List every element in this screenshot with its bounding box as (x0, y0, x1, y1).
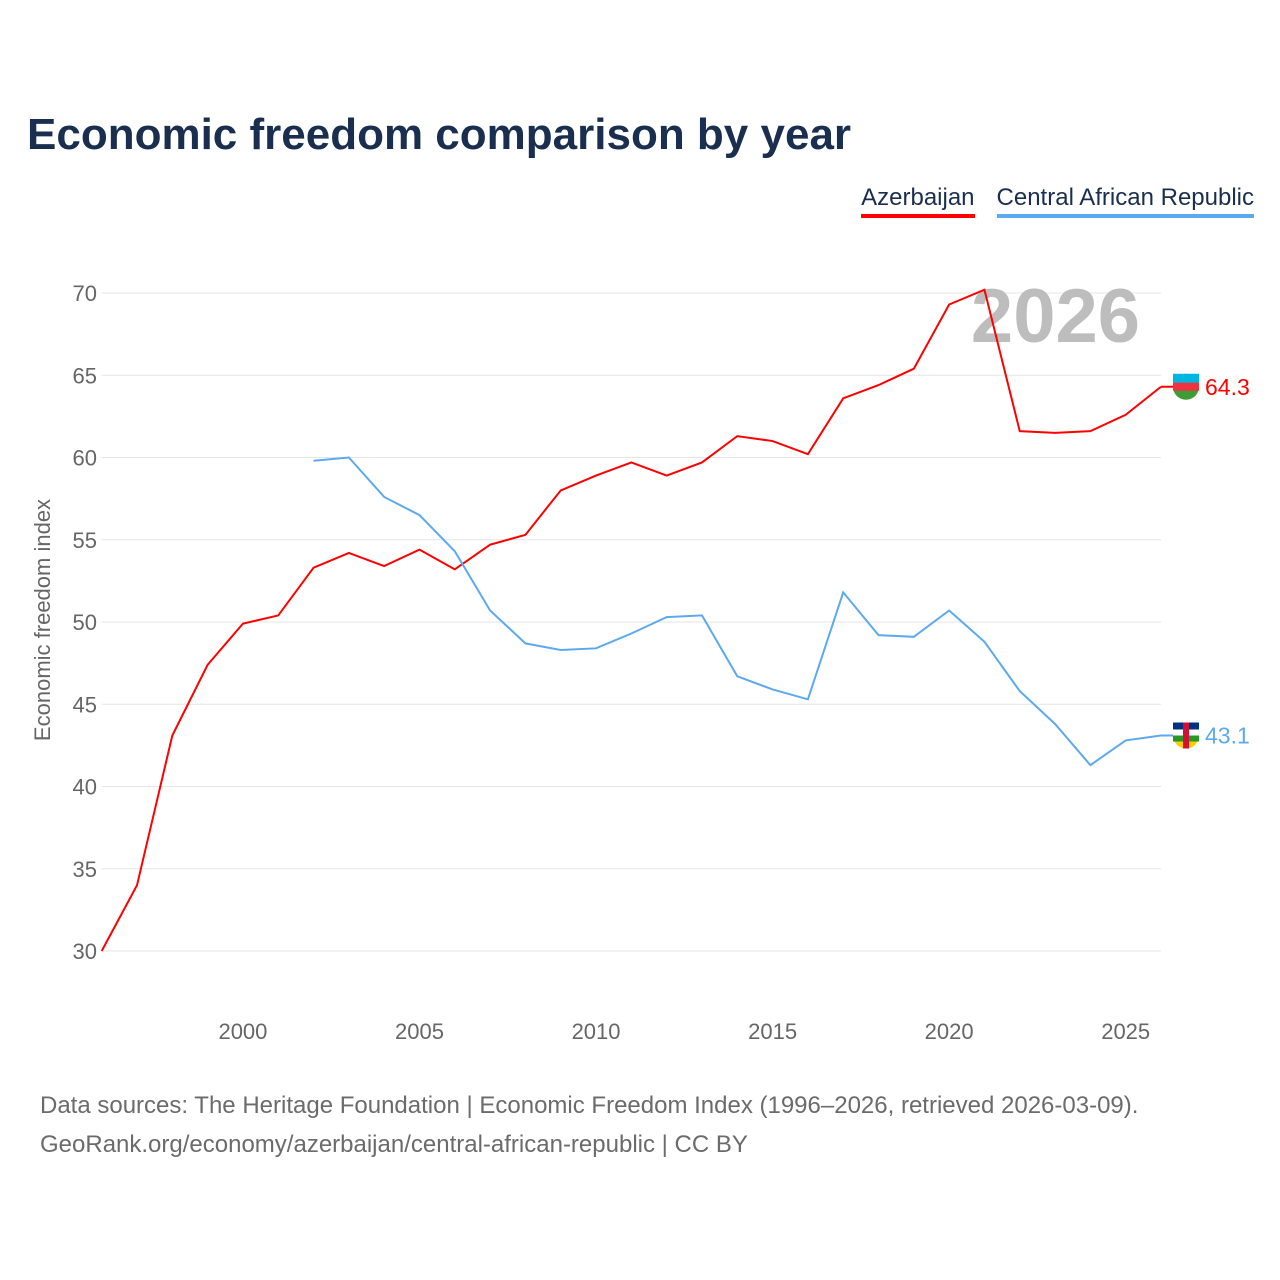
flag-stripe (1173, 382, 1199, 391)
y-tick-label: 30 (73, 939, 97, 964)
y-tick-label: 70 (73, 281, 97, 306)
y-axis-label: Economic freedom index (30, 499, 55, 741)
year-watermark: 2026 (971, 274, 1140, 359)
series-line-1 (313, 456, 1162, 767)
y-tick-label: 50 (73, 610, 97, 635)
legend: Azerbaijan Central African Republic (861, 184, 1254, 218)
y-tick-label: 45 (73, 692, 97, 717)
y-tick-label: 35 (73, 857, 97, 882)
x-tick-label: 2015 (748, 1019, 797, 1044)
y-tick-label: 60 (73, 446, 97, 471)
x-tick-label: 2010 (572, 1019, 621, 1044)
y-tick-label: 65 (73, 363, 97, 388)
x-tick-label: 2000 (218, 1019, 267, 1044)
legend-central-african-republic[interactable]: Central African Republic (996, 184, 1254, 218)
x-tick-label: 2020 (925, 1019, 974, 1044)
series-line-0 (100, 288, 1162, 952)
attribution-link[interactable]: GeoRank.org/economy/azerbaijan/central-a… (40, 1131, 748, 1158)
y-tick-label: 40 (73, 775, 97, 800)
chart-title: Economic freedom comparison by year (27, 110, 852, 159)
flag-stripe (1183, 722, 1189, 749)
end-value-label: 64.3 (1205, 374, 1250, 400)
footer: Data sources: The Heritage Foundation | … (40, 1086, 1138, 1164)
source-text: Data sources: The Heritage Foundation | … (40, 1092, 1139, 1119)
y-tick-label: 55 (73, 528, 97, 553)
x-tick-label: 2005 (395, 1019, 444, 1044)
end-value-label: 43.1 (1205, 723, 1250, 749)
legend-azerbaijan[interactable]: Azerbaijan (861, 184, 975, 218)
flag-stripe (1173, 373, 1199, 383)
x-tick-label: 2025 (1101, 1019, 1150, 1044)
